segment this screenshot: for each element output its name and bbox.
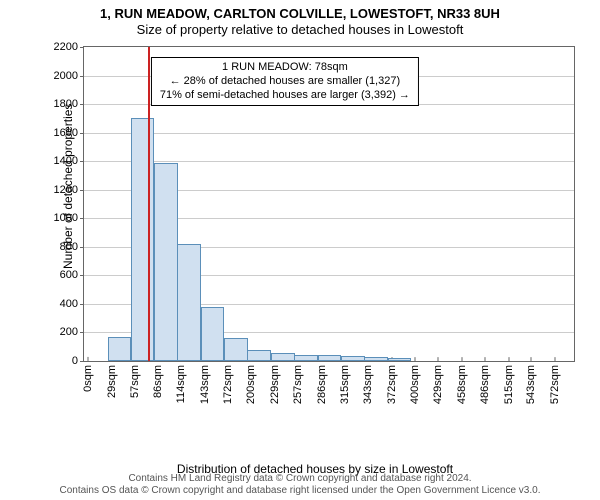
annotation-line-1: 1 RUN MEADOW: 78sqm: [160, 61, 410, 75]
gridline-h: [84, 133, 574, 134]
y-tick-label: 1200: [54, 184, 84, 196]
y-tick-label: 400: [60, 298, 84, 310]
x-tick-label: 57sqm: [129, 361, 141, 398]
histogram-bar: [341, 356, 365, 361]
y-tick-label: 1000: [54, 212, 84, 224]
y-tick-label: 2000: [54, 70, 84, 82]
footer-line-1: Contains HM Land Registry data © Crown c…: [0, 473, 600, 485]
y-tick-label: 800: [60, 241, 84, 253]
x-tick-label: 286sqm: [316, 361, 328, 404]
title-block: 1, RUN MEADOW, CARLTON COLVILLE, LOWESTO…: [0, 0, 600, 39]
histogram-bar: [224, 338, 248, 361]
histogram-bar: [271, 353, 295, 361]
property-marker-line: [148, 47, 150, 361]
x-tick-label: 543sqm: [525, 361, 537, 404]
x-tick-label: 29sqm: [106, 361, 118, 398]
annotation-line-3: 71% of semi-detached houses are larger (…: [160, 89, 410, 103]
chart-title: 1, RUN MEADOW, CARLTON COLVILLE, LOWESTO…: [0, 6, 600, 22]
chart-container: 1, RUN MEADOW, CARLTON COLVILLE, LOWESTO…: [0, 0, 600, 500]
y-tick-label: 200: [60, 326, 84, 338]
x-tick-label: 86sqm: [152, 361, 164, 398]
y-tick-label: 1600: [54, 127, 84, 139]
histogram-bar: [247, 350, 271, 361]
x-tick-label: 200sqm: [245, 361, 257, 404]
x-tick-label: 372sqm: [386, 361, 398, 404]
x-tick-label: 315sqm: [339, 361, 351, 404]
x-tick-label: 400sqm: [409, 361, 421, 404]
x-tick-label: 572sqm: [549, 361, 561, 404]
chart-subtitle: Size of property relative to detached ho…: [0, 22, 600, 38]
footer-line-2: Contains OS data © Crown copyright and d…: [0, 485, 600, 497]
histogram-bar: [201, 307, 225, 361]
histogram-bar: [318, 355, 342, 361]
y-tick-label: 2200: [54, 41, 84, 53]
histogram-bar: [154, 163, 178, 361]
x-tick-label: 486sqm: [479, 361, 491, 404]
attribution-footer: Contains HM Land Registry data © Crown c…: [0, 473, 600, 497]
x-tick-label: 0sqm: [82, 361, 94, 392]
y-tick-label: 1800: [54, 98, 84, 110]
annotation-box: 1 RUN MEADOW: 78sqm ← 28% of detached ho…: [151, 57, 419, 106]
annotation-line-2: ← 28% of detached houses are smaller (1,…: [160, 75, 410, 89]
histogram-bar: [388, 358, 412, 361]
x-tick-label: 229sqm: [269, 361, 281, 404]
x-tick-label: 429sqm: [432, 361, 444, 404]
x-tick-label: 343sqm: [362, 361, 374, 404]
x-tick-label: 515sqm: [503, 361, 515, 404]
x-tick-label: 114sqm: [175, 361, 187, 403]
y-tick-label: 1400: [54, 155, 84, 167]
x-tick-label: 458sqm: [456, 361, 468, 404]
x-tick-label: 143sqm: [199, 361, 211, 404]
histogram-bar: [177, 244, 201, 361]
histogram-bar: [108, 337, 132, 361]
chart-area: Number of detached properties 0200400600…: [55, 46, 575, 420]
histogram-bar: [131, 118, 155, 361]
x-tick-label: 172sqm: [222, 361, 234, 404]
y-tick-label: 600: [60, 269, 84, 281]
x-tick-label: 257sqm: [292, 361, 304, 404]
histogram-bar: [294, 355, 318, 361]
plot-area: 0200400600800100012001400160018002000220…: [83, 46, 575, 362]
histogram-bar: [364, 357, 388, 361]
